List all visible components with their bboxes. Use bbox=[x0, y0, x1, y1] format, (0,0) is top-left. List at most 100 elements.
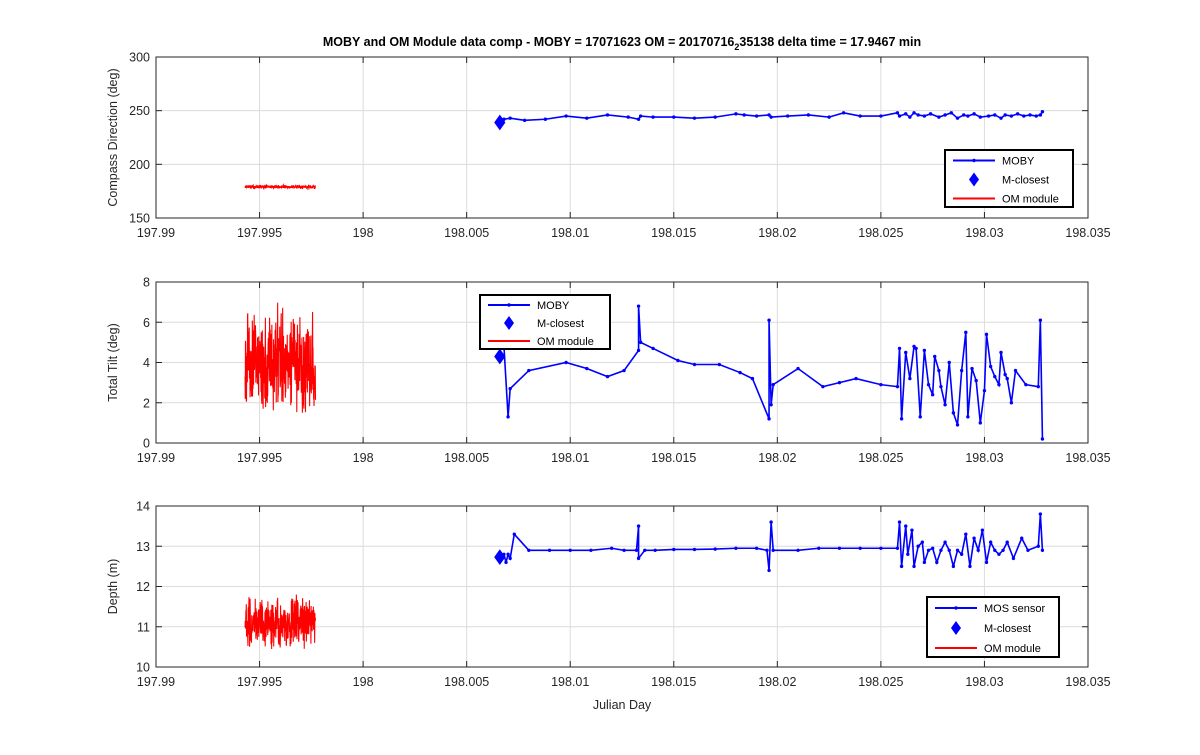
figure-title: MOBY and OM Module data comp - MOBY = 17… bbox=[323, 35, 921, 52]
data-point bbox=[769, 115, 773, 119]
legend: MOS sensor M-closest OM module bbox=[926, 596, 1060, 658]
data-point bbox=[988, 540, 993, 544]
y-tick-label: 12 bbox=[136, 580, 150, 594]
legend-label: OM module bbox=[984, 643, 1041, 655]
data-point bbox=[976, 548, 980, 552]
data-point bbox=[943, 540, 947, 544]
data-point bbox=[1013, 368, 1018, 373]
data-point bbox=[993, 374, 997, 379]
data-point bbox=[955, 423, 960, 427]
data-point bbox=[974, 378, 978, 383]
y-tick-label: 2 bbox=[143, 396, 150, 410]
x-tick-label: 198.035 bbox=[1065, 675, 1110, 689]
data-point bbox=[1009, 114, 1014, 118]
data-point bbox=[742, 113, 746, 117]
data-point bbox=[837, 546, 842, 550]
data-point bbox=[879, 546, 883, 550]
data-point bbox=[692, 116, 697, 120]
x-tick-label: 198.025 bbox=[858, 451, 903, 465]
data-point bbox=[966, 415, 970, 419]
data-point bbox=[585, 366, 589, 371]
data-point bbox=[964, 532, 968, 536]
data-point bbox=[1038, 318, 1043, 322]
data-point bbox=[1003, 372, 1007, 377]
data-point bbox=[1011, 556, 1016, 561]
data-point bbox=[951, 411, 956, 415]
data-point bbox=[651, 346, 655, 351]
data-point bbox=[765, 548, 769, 552]
data-point bbox=[904, 112, 908, 116]
m-closest-marker bbox=[494, 348, 506, 365]
data-point bbox=[947, 548, 951, 552]
data-point bbox=[547, 548, 552, 552]
data-point bbox=[634, 548, 639, 552]
data-point bbox=[651, 115, 655, 119]
legend-label: M-closest bbox=[984, 623, 1031, 635]
data-point bbox=[1040, 110, 1045, 114]
data-point bbox=[769, 520, 773, 524]
data-point bbox=[767, 417, 771, 421]
data-point bbox=[959, 552, 964, 556]
x-tick-label: 198.015 bbox=[651, 226, 696, 240]
x-tick-label: 198.02 bbox=[758, 451, 796, 465]
x-tick-label: 198.03 bbox=[965, 226, 1003, 240]
data-point bbox=[1005, 540, 1009, 544]
data-point bbox=[943, 113, 947, 117]
data-point bbox=[636, 304, 641, 308]
legend-label: M-closest bbox=[537, 318, 584, 330]
series-mos-sensor-line bbox=[503, 513, 1044, 571]
data-point bbox=[922, 348, 927, 353]
data-point bbox=[916, 113, 920, 117]
data-point bbox=[997, 552, 1001, 556]
x-tick-label: 198.035 bbox=[1065, 451, 1110, 465]
legend-item: OM module bbox=[488, 336, 594, 348]
data-point bbox=[1026, 548, 1030, 552]
data-point bbox=[899, 564, 904, 569]
legend-item: OM module bbox=[953, 194, 1059, 206]
data-point bbox=[930, 393, 935, 397]
data-point bbox=[908, 115, 912, 119]
data-point bbox=[568, 548, 572, 552]
data-point bbox=[653, 548, 657, 552]
data-point bbox=[622, 548, 626, 552]
data-point bbox=[964, 330, 968, 335]
data-point bbox=[912, 111, 916, 115]
data-point bbox=[879, 382, 883, 387]
legend-moby-dot bbox=[972, 158, 976, 163]
data-point bbox=[939, 548, 943, 552]
data-point bbox=[916, 544, 920, 548]
data-point bbox=[908, 376, 912, 381]
data-point bbox=[937, 368, 941, 373]
data-point bbox=[638, 340, 643, 345]
y-tick-label: 150 bbox=[129, 212, 150, 226]
x-tick-label: 197.99 bbox=[137, 226, 175, 240]
plot-area bbox=[156, 57, 1088, 218]
x-tick-label: 197.995 bbox=[237, 675, 282, 689]
data-point bbox=[966, 114, 970, 118]
data-point bbox=[636, 117, 641, 121]
figure-title-tail: 35138 delta time = 17.9467 min bbox=[739, 35, 921, 49]
y-tick-label: 300 bbox=[129, 51, 150, 65]
data-point bbox=[951, 564, 956, 569]
data-point bbox=[638, 114, 643, 118]
data-point bbox=[988, 364, 993, 369]
legend-item: MOS sensor bbox=[935, 603, 1045, 615]
m-closest-marker bbox=[494, 549, 506, 565]
data-point bbox=[1003, 113, 1007, 117]
data-point bbox=[897, 114, 902, 118]
y-axis-label: Compass Direction (deg) bbox=[106, 68, 120, 206]
data-point bbox=[1040, 437, 1045, 441]
data-point bbox=[692, 362, 697, 367]
data-point bbox=[972, 112, 976, 116]
data-point bbox=[955, 116, 960, 120]
data-point bbox=[717, 362, 722, 367]
data-point bbox=[904, 524, 908, 528]
data-point bbox=[993, 548, 997, 552]
data-point bbox=[895, 111, 900, 115]
subplots: 197.99 197.995 198 198.005 198.01 198.015 198.… bbox=[106, 51, 1111, 713]
data-point bbox=[949, 111, 954, 115]
legend-label: MOBY bbox=[1002, 156, 1035, 168]
data-point bbox=[897, 520, 902, 524]
data-point bbox=[926, 382, 931, 387]
